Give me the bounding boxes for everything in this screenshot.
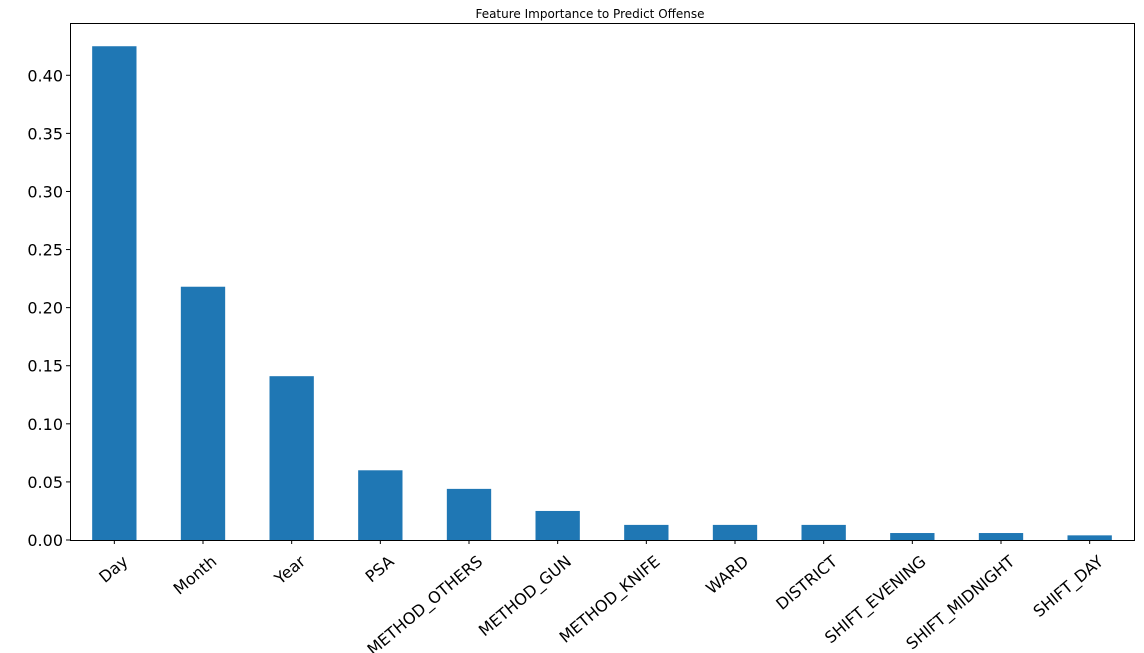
- bar-shift-midnight: [978, 533, 1024, 540]
- bar-year: [269, 376, 314, 540]
- x-tick-label-day: Day: [95, 552, 131, 587]
- x-tick-label-psa: PSA: [362, 552, 398, 587]
- chart-title: Feature Importance to Predict Offense: [475, 7, 704, 21]
- y-tick-label: 0.00: [27, 531, 63, 550]
- y-axis: 0.00 0.05 0.10 0.15 0.20 0.25 0.30 0.35 0.40: [27, 66, 70, 550]
- x-axis: Day Month Year PSAMETHOD_OTHERSMETHOD_GUNME…: [95, 540, 1108, 653]
- x-tick-label-ward: WARD: [702, 552, 752, 598]
- y-tick-label: 0.30: [27, 182, 63, 201]
- x-tick-label-month: Month: [170, 552, 221, 599]
- bar-day: [92, 46, 137, 540]
- bar-district: [801, 524, 846, 540]
- bar-ward: [712, 524, 758, 540]
- bar-method-others: [446, 488, 492, 540]
- x-tick-label-shift-day: SHIFT_DAY: [1030, 552, 1108, 622]
- bars-group: [92, 46, 1112, 540]
- x-tick-label-year: Year: [270, 551, 309, 588]
- y-tick-label: 0.15: [27, 357, 63, 376]
- y-tick-label: 0.10: [27, 415, 63, 434]
- bar-method-gun: [535, 510, 580, 540]
- bar-psa: [358, 470, 403, 540]
- bar-shift-day: [1067, 535, 1112, 540]
- y-tick-label: 0.05: [27, 473, 63, 492]
- y-tick-label: 0.20: [27, 299, 63, 318]
- y-tick-label: 0.25: [27, 241, 63, 260]
- x-tick-label-district: DISTRICT: [772, 552, 841, 614]
- bar-month: [180, 286, 226, 540]
- y-tick-label: 0.40: [27, 66, 63, 85]
- bar-method-knife: [624, 524, 669, 540]
- plot-frame: [70, 23, 1135, 541]
- bar-shift-evening: [890, 533, 935, 540]
- y-tick-label: 0.35: [27, 124, 63, 143]
